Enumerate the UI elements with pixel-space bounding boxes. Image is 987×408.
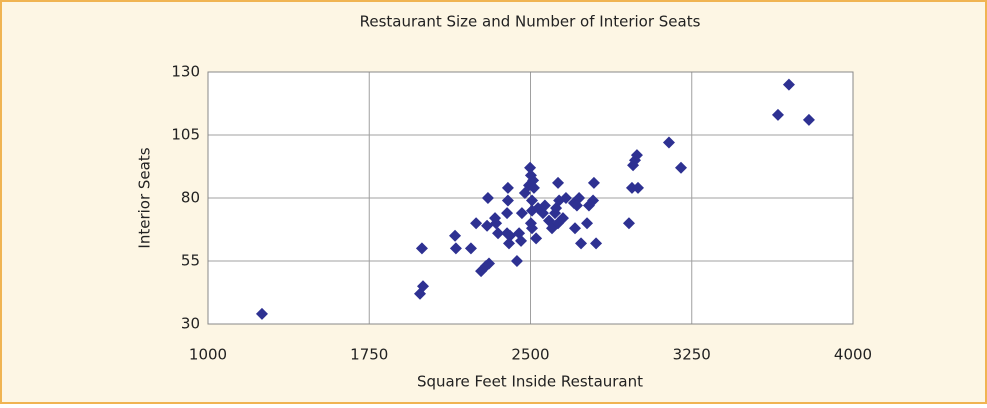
point xyxy=(569,222,582,235)
x-tick-label: 4000 xyxy=(834,346,872,364)
point xyxy=(622,217,635,230)
point xyxy=(538,199,551,212)
x-tick-label: 1750 xyxy=(350,346,388,364)
x-tick-label: 1000 xyxy=(189,346,227,364)
point xyxy=(802,113,815,126)
point xyxy=(470,217,483,230)
x-tick-label: 2500 xyxy=(511,346,549,364)
x-axis-title: Square Feet Inside Restaurant xyxy=(417,373,643,391)
point xyxy=(527,181,540,194)
point xyxy=(492,227,505,240)
x-tick-label: 3250 xyxy=(673,346,711,364)
point xyxy=(526,222,539,235)
point xyxy=(449,242,462,255)
point xyxy=(587,176,600,189)
y-tick-label: 55 xyxy=(181,252,200,270)
point xyxy=(570,199,583,212)
point xyxy=(559,192,572,204)
point xyxy=(490,217,503,230)
point xyxy=(662,136,675,149)
y-tick-label: 30 xyxy=(181,315,200,333)
point xyxy=(552,176,565,189)
y-tick-label: 105 xyxy=(171,126,200,144)
point xyxy=(524,161,537,174)
point xyxy=(255,307,268,320)
point xyxy=(501,181,514,194)
point xyxy=(481,192,494,204)
point xyxy=(575,237,588,250)
point xyxy=(449,229,462,242)
point xyxy=(504,229,517,242)
point xyxy=(556,212,569,225)
point xyxy=(630,149,643,162)
point xyxy=(510,255,523,267)
point xyxy=(625,181,638,194)
point xyxy=(530,232,543,245)
point xyxy=(515,234,528,247)
point xyxy=(501,194,514,207)
y-tick-label: 130 xyxy=(171,63,200,81)
plot-frame xyxy=(207,71,854,325)
point xyxy=(415,242,428,255)
point xyxy=(771,108,784,121)
point xyxy=(590,237,603,250)
point xyxy=(782,78,795,91)
point xyxy=(675,161,687,174)
point xyxy=(483,257,496,270)
point xyxy=(527,174,540,187)
point xyxy=(581,217,594,230)
y-axis-title: Interior Seats xyxy=(136,147,154,248)
point xyxy=(481,219,494,232)
point xyxy=(632,181,644,194)
point xyxy=(587,194,600,207)
chart-title: Restaurant Size and Number of Interior S… xyxy=(360,13,701,31)
y-tick-label: 80 xyxy=(181,189,200,207)
point xyxy=(503,237,515,250)
point xyxy=(501,207,514,220)
point xyxy=(417,280,429,293)
point xyxy=(515,207,528,220)
point xyxy=(464,242,477,255)
point xyxy=(526,194,539,207)
